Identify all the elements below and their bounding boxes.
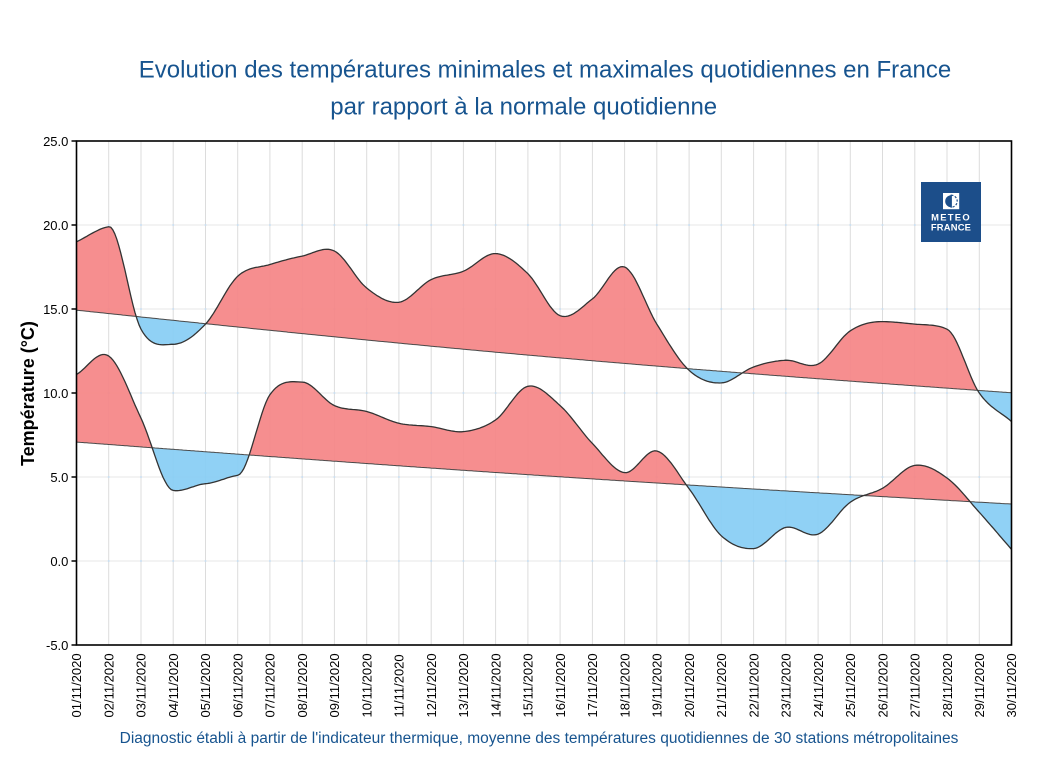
svg-text:16/11/2020: 16/11/2020: [553, 653, 568, 717]
svg-text:11/11/2020: 11/11/2020: [392, 654, 407, 717]
svg-text:FRANCE: FRANCE: [931, 222, 971, 233]
svg-text:Température (°C): Température (°C): [18, 321, 38, 466]
svg-text:07/11/2020: 07/11/2020: [263, 653, 278, 717]
svg-text:par rapport à la normale quoti: par rapport à la normale quotidienne: [330, 94, 717, 121]
svg-text:27/11/2020: 27/11/2020: [908, 653, 923, 717]
svg-text:17/11/2020: 17/11/2020: [585, 653, 600, 717]
svg-text:METEO: METEO: [931, 211, 971, 222]
svg-text:09/11/2020: 09/11/2020: [327, 653, 342, 717]
svg-text:15/11/2020: 15/11/2020: [521, 653, 536, 717]
svg-text:10.0: 10.0: [43, 386, 68, 401]
svg-text:19/11/2020: 19/11/2020: [650, 653, 665, 717]
svg-text:25.0: 25.0: [43, 134, 68, 149]
svg-text:23/11/2020: 23/11/2020: [779, 653, 794, 717]
svg-text:Evolution des températures min: Evolution des températures minimales et …: [139, 57, 951, 84]
svg-text:28/11/2020: 28/11/2020: [940, 653, 955, 717]
svg-text:20/11/2020: 20/11/2020: [682, 653, 697, 717]
svg-text:01/11/2020: 01/11/2020: [69, 653, 84, 717]
svg-text:24/11/2020: 24/11/2020: [811, 653, 826, 717]
svg-text:22/11/2020: 22/11/2020: [746, 653, 761, 717]
svg-text:04/11/2020: 04/11/2020: [166, 653, 181, 717]
svg-text:29/11/2020: 29/11/2020: [972, 653, 987, 717]
svg-text:21/11/2020: 21/11/2020: [714, 653, 729, 717]
svg-text:08/11/2020: 08/11/2020: [295, 653, 310, 717]
svg-text:18/11/2020: 18/11/2020: [617, 653, 632, 717]
svg-text:20.0: 20.0: [43, 218, 68, 233]
svg-text:25/11/2020: 25/11/2020: [843, 653, 858, 717]
svg-text:15.0: 15.0: [43, 302, 68, 317]
svg-text:02/11/2020: 02/11/2020: [102, 653, 117, 717]
svg-text:10/11/2020: 10/11/2020: [359, 653, 374, 717]
svg-text:26/11/2020: 26/11/2020: [875, 653, 890, 717]
svg-text:30/11/2020: 30/11/2020: [1004, 653, 1019, 717]
svg-text:06/11/2020: 06/11/2020: [231, 653, 246, 717]
svg-text:Diagnostic établi à partir de: Diagnostic établi à partir de l'indicate…: [120, 730, 959, 747]
svg-text:05/11/2020: 05/11/2020: [198, 653, 213, 717]
svg-text:12/11/2020: 12/11/2020: [424, 653, 439, 717]
svg-text:5.0: 5.0: [50, 470, 68, 485]
svg-text:13/11/2020: 13/11/2020: [456, 653, 471, 717]
svg-text:03/11/2020: 03/11/2020: [134, 653, 149, 717]
svg-text:-5.0: -5.0: [46, 638, 68, 653]
svg-text:0.0: 0.0: [50, 554, 68, 569]
svg-text:14/11/2020: 14/11/2020: [488, 653, 503, 717]
